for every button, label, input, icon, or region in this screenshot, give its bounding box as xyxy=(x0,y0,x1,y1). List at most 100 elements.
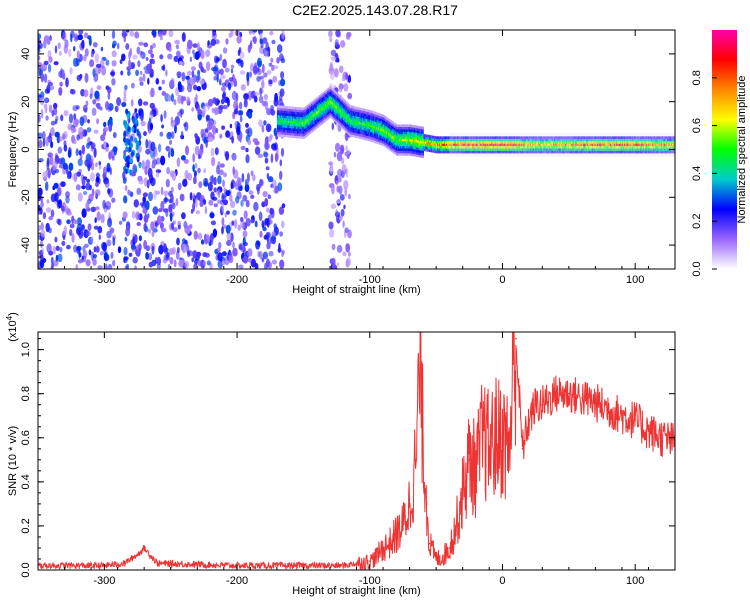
ridge-cell xyxy=(301,121,303,125)
ridge-cell xyxy=(282,115,284,118)
noise-cell xyxy=(71,233,75,243)
ridge-cell xyxy=(276,112,279,116)
ridge-cell xyxy=(303,124,306,127)
ridge-cell xyxy=(305,125,307,128)
noise-cell xyxy=(344,151,349,156)
noise-cell xyxy=(123,89,127,99)
ridge-cell xyxy=(300,121,303,125)
ridge-cell xyxy=(279,110,281,113)
noise-cell xyxy=(281,220,285,229)
noise-cell xyxy=(183,159,189,164)
ridge-cell xyxy=(297,111,299,115)
noise-cell xyxy=(144,69,150,74)
ridge-cell xyxy=(276,122,279,125)
noise-cell xyxy=(105,59,110,66)
noise-cell xyxy=(246,172,250,183)
ridge-cell xyxy=(276,126,279,130)
noise-cell xyxy=(79,116,85,127)
ridge-cell xyxy=(304,106,307,110)
ridge-cell xyxy=(293,111,295,115)
noise-cell xyxy=(83,54,87,62)
noise-cell xyxy=(269,133,273,140)
noise-cell xyxy=(219,104,224,110)
noise-cell xyxy=(185,145,189,156)
ridge-cell xyxy=(302,110,304,113)
noise-cell xyxy=(43,103,46,109)
noise-cell xyxy=(338,82,343,93)
noise-cell xyxy=(181,243,187,254)
ridge-cell xyxy=(322,113,324,117)
noise-cell xyxy=(170,148,175,158)
noise-cell xyxy=(205,128,209,133)
ridge-cell xyxy=(283,105,285,109)
burst-cell xyxy=(129,142,133,149)
ridge-cell xyxy=(306,112,308,116)
noise-cell xyxy=(193,263,198,269)
ridge-cell xyxy=(319,121,321,124)
noise-cell xyxy=(161,79,165,85)
ridge-cell xyxy=(316,123,319,126)
ridge-cell xyxy=(314,106,316,109)
noise-cell xyxy=(143,101,149,106)
noise-cell xyxy=(76,217,82,226)
noise-cell xyxy=(54,131,60,138)
noise-cell xyxy=(168,30,174,38)
noise-cell xyxy=(253,201,259,212)
ridge-cell xyxy=(300,124,302,127)
noise-cell xyxy=(102,199,106,210)
noise-cell xyxy=(264,157,269,164)
ridge-cell xyxy=(319,103,322,107)
ridge-cell xyxy=(280,120,283,123)
ridge-cell xyxy=(296,135,299,139)
ridge-cell xyxy=(285,127,287,131)
ridge-cell xyxy=(288,111,291,114)
ridge-cell xyxy=(323,98,325,102)
ridge-cell xyxy=(290,130,292,133)
ridge-cell xyxy=(289,123,291,126)
ridge-cell xyxy=(305,132,307,135)
noise-cell xyxy=(132,54,138,60)
noise-cell xyxy=(221,217,225,227)
ridge-cell xyxy=(280,115,283,118)
ridge-cell xyxy=(310,130,312,134)
noise-cell xyxy=(184,239,188,245)
ridge-cell xyxy=(296,121,299,124)
noise-cell xyxy=(252,174,256,182)
noise-cell xyxy=(51,110,55,117)
ridge-cell xyxy=(286,134,288,138)
ridge-cell xyxy=(322,99,324,103)
ridge-cell xyxy=(308,127,311,130)
ridge-cell xyxy=(316,113,319,117)
ridge-cell xyxy=(306,126,308,130)
ridge-cell xyxy=(300,119,303,122)
noise-cell xyxy=(222,58,227,69)
ridge-cell xyxy=(297,135,299,139)
ridge-cell xyxy=(314,127,316,131)
noise-cell xyxy=(345,243,351,253)
noise-cell xyxy=(92,68,96,77)
noise-cell xyxy=(228,77,234,82)
ridge-cell xyxy=(315,116,318,120)
noise-cell xyxy=(186,96,191,105)
noise-cell xyxy=(77,34,83,41)
noise-cell xyxy=(42,171,48,180)
ridge-cell xyxy=(311,115,313,119)
noise-cell xyxy=(266,233,270,244)
noise-cell xyxy=(119,59,123,64)
ridge-cell xyxy=(293,106,295,110)
ridge-cell xyxy=(321,121,323,125)
noise-cell xyxy=(218,169,224,176)
ridge-cell xyxy=(298,114,300,117)
noise-cell xyxy=(63,225,68,235)
noise-cell xyxy=(213,203,218,208)
noise-cell xyxy=(203,168,207,174)
noise-cell xyxy=(174,116,180,126)
ridge-cell xyxy=(307,130,310,133)
ridge-cell xyxy=(323,110,326,113)
noise-cell xyxy=(129,48,133,56)
ridge-cell xyxy=(290,113,292,117)
ridge-cell xyxy=(299,128,301,132)
noise-cell xyxy=(209,212,215,219)
noise-cell xyxy=(141,160,145,170)
